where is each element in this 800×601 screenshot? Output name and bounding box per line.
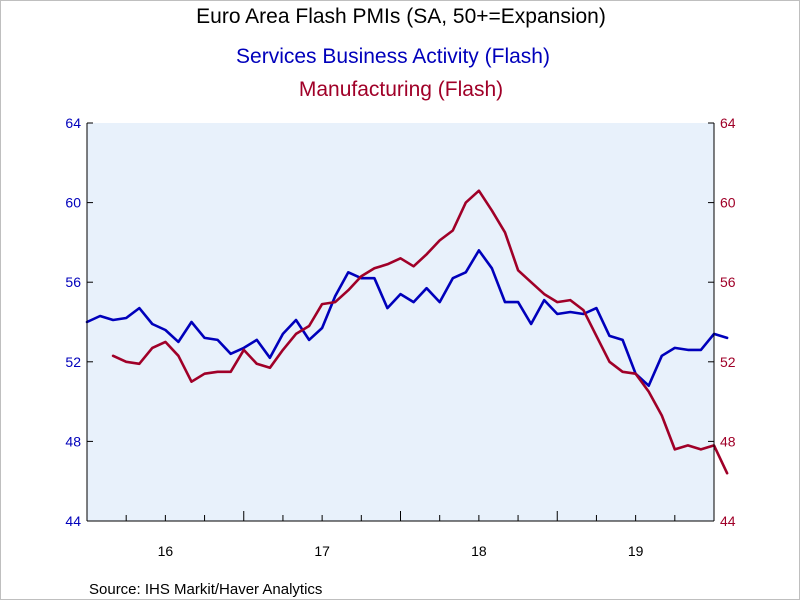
x-tick-label: 16 — [158, 543, 174, 559]
series-lines — [85, 189, 729, 475]
left-y-axis: 44 48 52 56 60 64 — [65, 115, 93, 529]
chart-title: Euro Area Flash PMIs (SA, 50+=Expansion) — [196, 5, 606, 28]
left-y-tick-label: 64 — [65, 115, 81, 131]
right-y-tick-label: 60 — [720, 195, 736, 211]
left-y-tick-label: 48 — [65, 433, 81, 449]
right-y-tick-label: 56 — [720, 274, 736, 290]
left-y-tick-label: 60 — [65, 195, 81, 211]
right-y-tick-label: 52 — [720, 354, 736, 370]
right-y-tick-label: 48 — [720, 433, 736, 449]
right-y-tick-label: 44 — [720, 513, 736, 529]
manufacturing-line — [111, 189, 729, 475]
services-line — [85, 249, 729, 388]
manufacturing-subtitle: Manufacturing (Flash) — [299, 78, 503, 101]
plot-area — [87, 123, 714, 521]
left-y-tick-label: 56 — [65, 274, 81, 290]
right-y-axis: 44 48 52 56 60 64 — [708, 115, 736, 529]
right-y-tick-label: 64 — [720, 115, 736, 131]
left-y-tick-label: 44 — [65, 513, 81, 529]
x-axis: 16 17 18 19 — [86, 511, 715, 559]
x-tick-label: 19 — [628, 543, 644, 559]
left-y-tick-label: 52 — [65, 354, 81, 370]
x-tick-label: 17 — [314, 543, 330, 559]
source-note: Source: IHS Markit/Haver Analytics — [89, 581, 322, 598]
services-subtitle: Services Business Activity (Flash) — [236, 45, 550, 68]
x-tick-label: 18 — [471, 543, 487, 559]
